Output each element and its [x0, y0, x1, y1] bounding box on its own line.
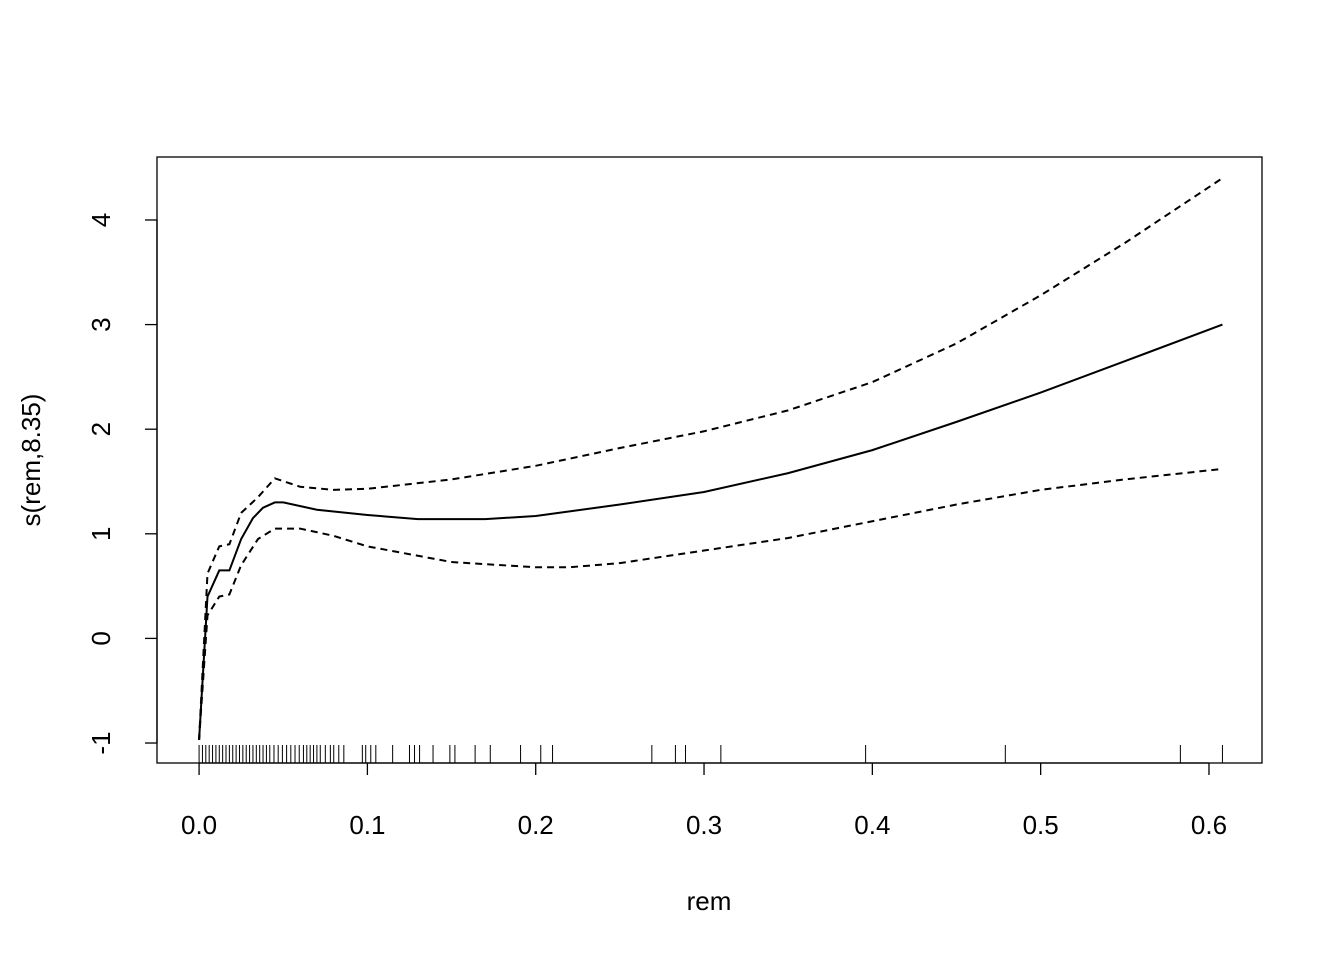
x-tick-label: 0.5	[1023, 810, 1059, 840]
y-tick-label: 4	[86, 213, 116, 227]
y-tick-label: 2	[86, 422, 116, 436]
confidence-band	[198, 177, 1224, 740]
x-tick-label: 0.2	[518, 810, 554, 840]
y-tick-label: 0	[86, 631, 116, 645]
x-tick-label: 0.4	[854, 810, 890, 840]
smooth-line	[198, 323, 1223, 740]
y-axis-label: s(rem,8.35)	[16, 394, 46, 527]
x-tick-label: 0.0	[181, 810, 217, 840]
y-tick-label: -1	[86, 731, 116, 754]
x-tick-label: 0.1	[349, 810, 385, 840]
y-tick-label: 1	[86, 527, 116, 541]
plot-box	[156, 156, 1263, 764]
x-tick-label: 0.3	[686, 810, 722, 840]
x-axis-label: rem	[687, 886, 732, 916]
y-tick-label: 3	[86, 317, 116, 331]
x-tick-label: 0.6	[1191, 810, 1227, 840]
confidence-band	[198, 467, 1223, 740]
